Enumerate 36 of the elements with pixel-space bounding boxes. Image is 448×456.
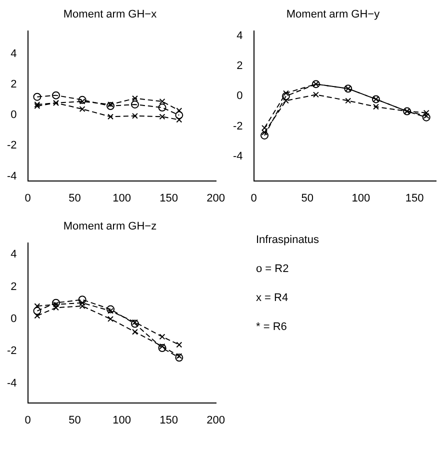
text: x = R4 — [256, 292, 290, 304]
y-tick-label: 4 — [10, 248, 17, 261]
y-tick-label: 0 — [10, 109, 17, 122]
text: o = R2 — [256, 263, 290, 275]
y-tick-label: -4 — [233, 150, 243, 163]
x-tick-label: 150 — [160, 192, 178, 204]
x-tick-label: 50 — [68, 192, 81, 204]
x-tick-label: 150 — [405, 192, 424, 204]
chart-title: Moment arm GH−z — [63, 220, 157, 233]
chart-title: Moment arm GH−x — [63, 8, 158, 21]
y-tick-label: -2 — [7, 140, 17, 152]
y-tick-label: 2 — [236, 60, 243, 72]
y-tick-label: -4 — [7, 377, 17, 390]
chart-title: Moment arm GH−y — [286, 8, 380, 21]
x-tick-label: 100 — [112, 414, 131, 426]
x-tick-label: 50 — [68, 414, 81, 426]
x-tick-label: 150 — [160, 414, 178, 426]
x-tick-label: 100 — [352, 192, 370, 204]
y-tick-label: 0 — [10, 313, 17, 325]
x-tick-label: 0 — [24, 192, 31, 204]
x-tick-label: 50 — [301, 192, 314, 204]
x-tick-label: 0 — [24, 414, 31, 426]
x-tick-label: 200 — [206, 414, 226, 426]
y-tick-label: 4 — [10, 48, 17, 60]
x-tick-label: 200 — [206, 192, 226, 204]
x-tick-label: 0 — [250, 192, 257, 204]
y-tick-label: 4 — [236, 30, 243, 42]
y-tick-label: -4 — [7, 170, 17, 182]
y-tick-label: -2 — [7, 345, 17, 358]
text: * = R6 — [256, 321, 288, 333]
text: Infraspinatus — [256, 234, 320, 246]
y-tick-label: 0 — [236, 90, 243, 102]
y-tick-label: 2 — [10, 280, 17, 293]
x-tick-label: 100 — [112, 192, 131, 204]
y-tick-label: -2 — [233, 120, 243, 132]
y-tick-label: 2 — [10, 78, 17, 91]
